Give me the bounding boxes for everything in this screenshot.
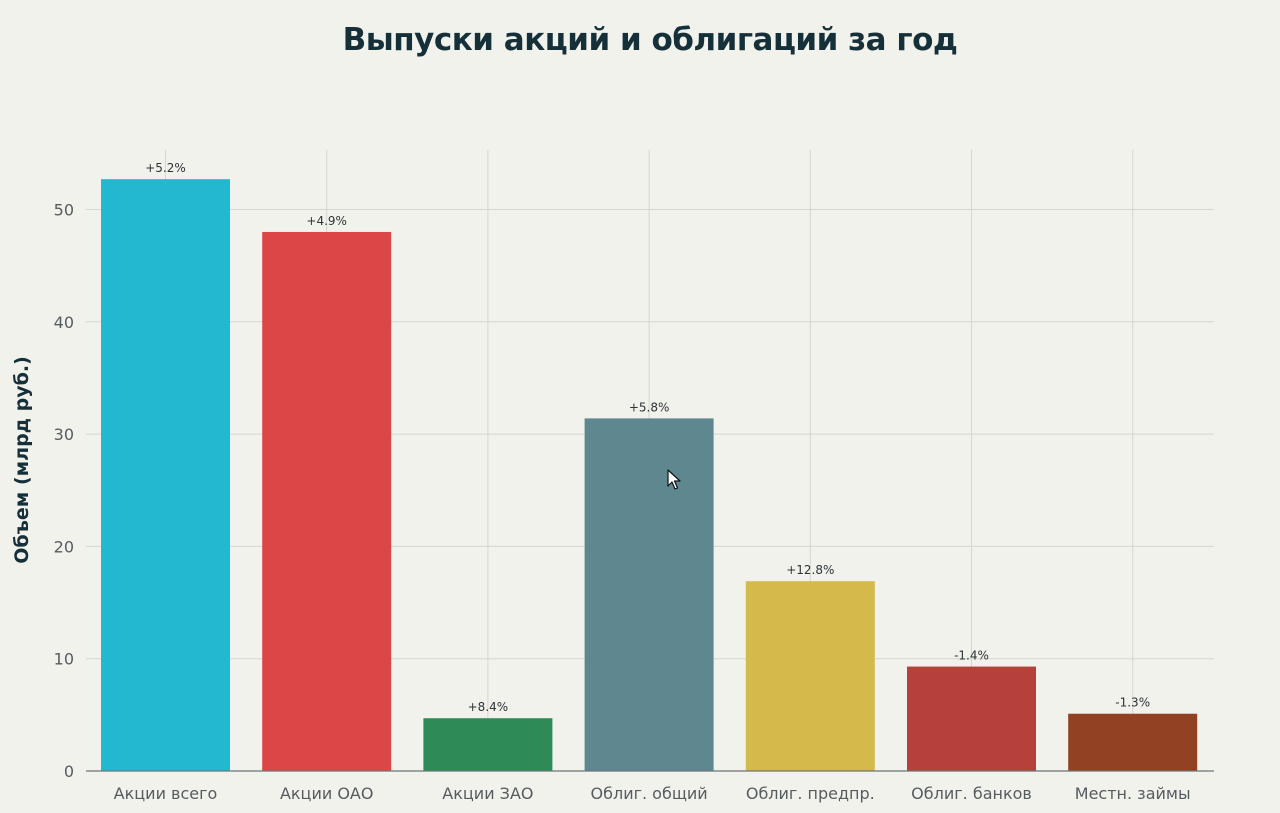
x-tick-label: Облиг. банков bbox=[911, 784, 1032, 803]
y-tick-label: 30 bbox=[54, 425, 74, 444]
data-label: +4.9% bbox=[306, 214, 347, 228]
y-tick-label: 20 bbox=[54, 537, 74, 556]
y-tick-label: 0 bbox=[64, 762, 74, 781]
data-label: +12.8% bbox=[786, 563, 834, 577]
data-label: +8.4% bbox=[468, 700, 509, 714]
bar bbox=[745, 581, 875, 771]
data-label: -1.4% bbox=[954, 649, 989, 663]
y-tick-label: 40 bbox=[54, 313, 74, 332]
data-label: -1.3% bbox=[1115, 696, 1150, 710]
x-tick-label: Облиг. общий bbox=[591, 784, 708, 803]
bar bbox=[1068, 713, 1198, 771]
y-tick-label: 10 bbox=[54, 650, 74, 669]
data-label: +5.2% bbox=[145, 161, 186, 175]
x-tick-label: Местн. займы bbox=[1075, 784, 1191, 803]
bar bbox=[907, 666, 1036, 771]
x-tick-label: Облиг. предпр. bbox=[746, 784, 875, 803]
bar bbox=[423, 718, 553, 771]
data-label: +5.8% bbox=[629, 400, 670, 414]
bar bbox=[262, 231, 392, 771]
bar bbox=[584, 418, 714, 771]
x-tick-label: Акции всего bbox=[114, 784, 218, 803]
mouse-cursor-icon bbox=[667, 469, 681, 490]
y-tick-label: 50 bbox=[54, 201, 74, 220]
x-tick-label: Акции ОАО bbox=[280, 784, 374, 803]
bar bbox=[101, 179, 230, 771]
y-axis-ticks: 0 10 20 30 40 50 bbox=[54, 201, 74, 782]
bars bbox=[101, 179, 1198, 771]
data-labels: +5.2% +4.9% +8.4% +5.8% +12.8% -1.4% -1.3% bbox=[145, 161, 1150, 714]
x-axis-ticks: Акции всего Акции ОАО Акции ЗАО Облиг. общи… bbox=[114, 784, 1191, 803]
chart-title: Выпуски акций и облигаций за год bbox=[342, 22, 958, 58]
x-tick-label: Акции ЗАО bbox=[442, 784, 533, 803]
y-axis-label: Объем (млрд руб.) bbox=[11, 356, 33, 564]
